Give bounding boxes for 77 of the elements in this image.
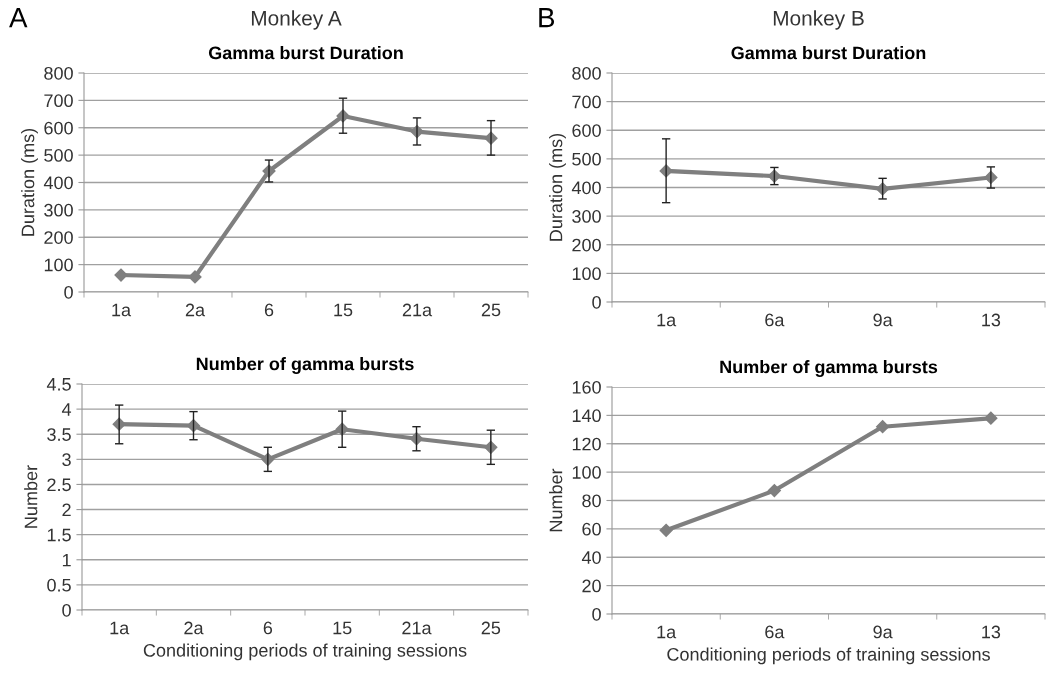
y-tick-label: 0 [64,285,73,299]
y-tick-label: 500 [44,149,73,162]
x-tick-label: 15 [334,303,353,317]
x-tick-label: 13 [982,625,1001,639]
y-tick-label: 2.5 [47,478,71,492]
x-axis-title: Conditioning periods of training sessions [143,643,467,661]
y-tick-label: 600 [572,124,601,137]
y-tick-label: 2 [62,503,71,517]
chart-title: Number of gamma bursts [196,357,414,374]
point [984,411,998,425]
y-axis-title: Number [549,468,563,532]
x-axis-title: Conditioning periods of training sessions [667,647,990,665]
x-tick-label: 6a [765,625,785,639]
y-tick-label: 200 [44,231,73,244]
y-tick-label: 0 [592,607,601,621]
x-tick-label: 21a [402,303,433,317]
y-tick-label: 4 [61,403,72,416]
y-tick-label: 100 [572,466,601,479]
y-tick-label: 1 [62,553,71,567]
y-tick-label: 300 [44,203,73,217]
y-axis-title: Duration (ms) [549,133,566,241]
x-tick-label: 9a [873,313,893,327]
y-tick-label: 0.5 [47,578,71,592]
y-tick-label: 600 [44,121,73,135]
chart-title: Gamma burst Duration [208,46,403,60]
point [659,523,673,537]
y-tick-label: 120 [572,437,601,451]
point [876,420,890,434]
y-tick-label: 60 [582,522,601,536]
y-tick-label: 800 [572,66,601,80]
y-tick-label: 0 [592,295,601,309]
text: Monkey B [773,10,864,30]
y-tick-label: 100 [572,267,601,281]
x-tick-label: 1a [110,621,130,635]
x-tick-label: 2a [184,621,204,635]
text: A [9,8,28,28]
y-tick-label: 20 [582,579,601,593]
y-tick-label: 700 [44,94,73,108]
y-tick-label: 140 [572,409,601,423]
x-tick-label: 9a [873,625,893,639]
text: Monkey A [251,10,342,30]
x-tick-label: 25 [481,621,501,635]
chart-title: Number of gamma bursts [720,360,938,377]
y-tick-label: 0 [62,603,71,617]
x-tick-label: 1a [112,303,132,317]
x-tick-label: 21a [402,621,432,635]
x-tick-label: 6a [765,313,785,327]
x-tick-label: 1a [657,625,677,639]
y-tick-label: 3 [62,453,71,467]
y-axis-title: Duration (ms) [21,128,38,236]
y-tick-label: 160 [572,380,601,394]
x-tick-label: 13 [982,313,1001,327]
point [767,483,781,498]
x-tick-label: 1a [657,313,677,327]
y-tick-label: 400 [43,176,73,190]
y-tick-label: 400 [571,181,601,195]
y-tick-label: 3.5 [47,428,71,441]
y-tick-label: 100 [44,258,73,272]
text: B [539,8,555,28]
x-tick-label: 15 [333,621,352,635]
x-tick-label: 6 [264,303,274,317]
y-tick-label: 300 [572,210,601,223]
y-tick-label: 200 [572,238,601,252]
point [114,268,128,282]
y-tick-label: 500 [572,152,601,166]
point [188,270,202,284]
x-tick-label: 6 [263,621,273,635]
y-tick-label: 800 [44,66,73,80]
y-tick-label: 40 [581,551,601,564]
chart-title: Gamma burst Duration [731,46,926,60]
x-tick-label: 2a [185,303,206,317]
y-axis-title: Number [24,465,38,528]
y-tick-label: 700 [572,95,601,109]
x-tick-label: 25 [481,303,501,317]
y-tick-label: 1.5 [47,528,71,542]
y-tick-label: 80 [582,494,601,508]
y-tick-label: 4.5 [46,378,71,391]
